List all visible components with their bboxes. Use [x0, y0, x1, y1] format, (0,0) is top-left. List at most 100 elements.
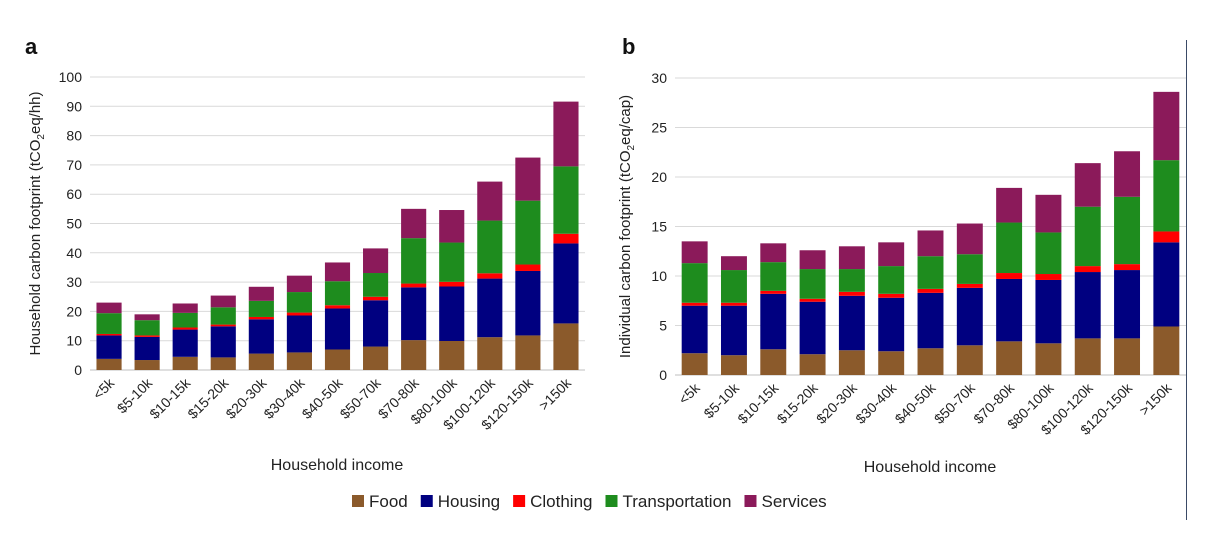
bar-transportation-gt150k — [553, 166, 579, 234]
bar-services-100-120k — [1074, 163, 1101, 207]
bar-housing-20-30k — [248, 319, 274, 354]
y-tick-label: 30 — [651, 70, 667, 86]
x-tick-label: $50-70k — [931, 379, 979, 427]
bar-transportation-15-20k — [210, 307, 236, 325]
bar-housing-100-120k — [477, 278, 503, 338]
bar-services-5-10k — [720, 256, 747, 271]
bar-services-5-10k — [134, 314, 160, 321]
bar-transportation-120-150k — [1114, 196, 1141, 265]
bar-housing-80-100k — [439, 286, 465, 341]
legend: Food Housing Clothing Transportation Service… — [352, 492, 827, 511]
bar-housing-gt150k — [553, 243, 579, 324]
chart-a: a0102030405060708090100<5k$5-10k$10-15k$… — [25, 34, 585, 474]
x-tick-label: $15-20k — [184, 374, 232, 422]
x-tick-label: <5k — [675, 379, 703, 407]
bar-clothing-30-40k — [878, 293, 905, 298]
y-tick-label: 0 — [74, 362, 82, 378]
bar-food-50-70k — [363, 346, 389, 370]
legend-swatch-food — [352, 495, 364, 507]
bar-food-20-30k — [248, 353, 274, 370]
bar-housing-70-80k — [996, 278, 1023, 342]
x-tick-label: $50-70k — [337, 374, 385, 422]
bar-transportation-50-70k — [363, 273, 389, 297]
legend-swatch-housing — [420, 495, 433, 507]
right-border-line — [1186, 40, 1187, 520]
bar-housing-50-70k — [956, 287, 983, 346]
bar-housing-40-50k — [324, 308, 351, 350]
bar-clothing-120-150k — [515, 264, 541, 271]
x-tick-label: $20-30k — [813, 379, 861, 427]
y-tick-label: 90 — [66, 98, 82, 114]
legend-label-clothing: Clothing — [530, 492, 592, 511]
bar-housing-10-15k — [760, 293, 787, 350]
y-tick-label: 5 — [659, 318, 667, 334]
bar-transportation-lt5k — [681, 263, 708, 303]
bar-clothing-40-50k — [917, 288, 944, 293]
bar-clothing-70-80k — [996, 273, 1023, 279]
bar-food-100-120k — [477, 337, 503, 370]
legend-label-transportation: Transportation — [623, 492, 732, 511]
bar-food-30-40k — [286, 352, 312, 370]
bar-housing-120-150k — [1114, 270, 1141, 339]
bar-services-20-30k — [248, 286, 274, 301]
x-tick-label: <5k — [90, 374, 118, 402]
bar-services-40-50k — [917, 230, 944, 257]
bar-transportation-15-20k — [799, 269, 826, 299]
bar-clothing-100-120k — [1074, 266, 1101, 273]
y-tick-label: 60 — [66, 186, 82, 202]
bar-transportation-30-40k — [286, 292, 312, 313]
bar-food-80-100k — [439, 340, 465, 370]
bar-clothing-30-40k — [286, 312, 312, 316]
y-tick-label: 10 — [651, 268, 667, 284]
bar-transportation-10-15k — [760, 262, 787, 291]
bar-food-5-10k — [720, 355, 747, 375]
x-axis-title: Household income — [864, 459, 997, 476]
x-tick-label: $15-20k — [774, 379, 822, 427]
bar-services-lt5k — [96, 302, 122, 314]
bar-housing-120-150k — [515, 270, 541, 336]
bar-food-10-15k — [760, 349, 787, 375]
bar-clothing-100-120k — [477, 273, 503, 279]
bar-housing-gt150k — [1153, 242, 1180, 327]
y-axis-title: Individual carbon footprint (tCO2eq/cap) — [617, 95, 637, 358]
bar-services-lt5k — [681, 241, 708, 264]
bar-food-gt150k — [1153, 326, 1180, 375]
x-tick-label: $40-50k — [892, 379, 940, 427]
bar-services-80-100k — [439, 210, 465, 243]
bar-services-gt150k — [1153, 91, 1180, 161]
bar-transportation-lt5k — [96, 313, 122, 334]
y-axis-title: Household carbon footprint (tCO2eq/hh) — [27, 91, 47, 355]
legend-swatch-transportation — [605, 495, 618, 507]
bar-services-80-100k — [1035, 194, 1062, 233]
bar-transportation-40-50k — [917, 256, 944, 289]
x-tick-label: $10-15k — [734, 379, 782, 427]
bar-clothing-50-70k — [956, 283, 983, 288]
bar-clothing-40-50k — [324, 305, 351, 309]
bar-housing-30-40k — [286, 315, 312, 353]
chart-b: b051015202530<5k$5-10k$10-15k$15-20k$20-… — [617, 34, 1186, 476]
bar-services-10-15k — [172, 303, 198, 313]
bar-transportation-20-30k — [838, 269, 865, 292]
bar-food-5-10k — [134, 360, 160, 370]
bar-transportation-20-30k — [248, 300, 274, 317]
bar-clothing-lt5k — [96, 333, 122, 336]
bar-food-70-80k — [401, 340, 427, 370]
bar-services-20-30k — [838, 246, 865, 270]
y-tick-label: 40 — [66, 245, 82, 261]
bar-housing-10-15k — [172, 329, 198, 357]
bar-food-15-20k — [210, 357, 236, 370]
bar-food-80-100k — [1035, 343, 1062, 375]
bar-food-lt5k — [681, 353, 708, 375]
bar-services-50-70k — [956, 223, 983, 255]
bar-services-120-150k — [515, 157, 541, 201]
bar-services-100-120k — [477, 181, 503, 221]
x-tick-label: $30-40k — [260, 374, 308, 422]
bar-housing-5-10k — [720, 305, 747, 356]
bar-transportation-30-40k — [878, 266, 905, 294]
bar-transportation-70-80k — [401, 238, 427, 284]
bar-clothing-gt150k — [1153, 231, 1180, 243]
panel-label: a — [25, 34, 38, 59]
bar-clothing-80-100k — [1035, 274, 1062, 280]
bar-transportation-10-15k — [172, 312, 198, 328]
